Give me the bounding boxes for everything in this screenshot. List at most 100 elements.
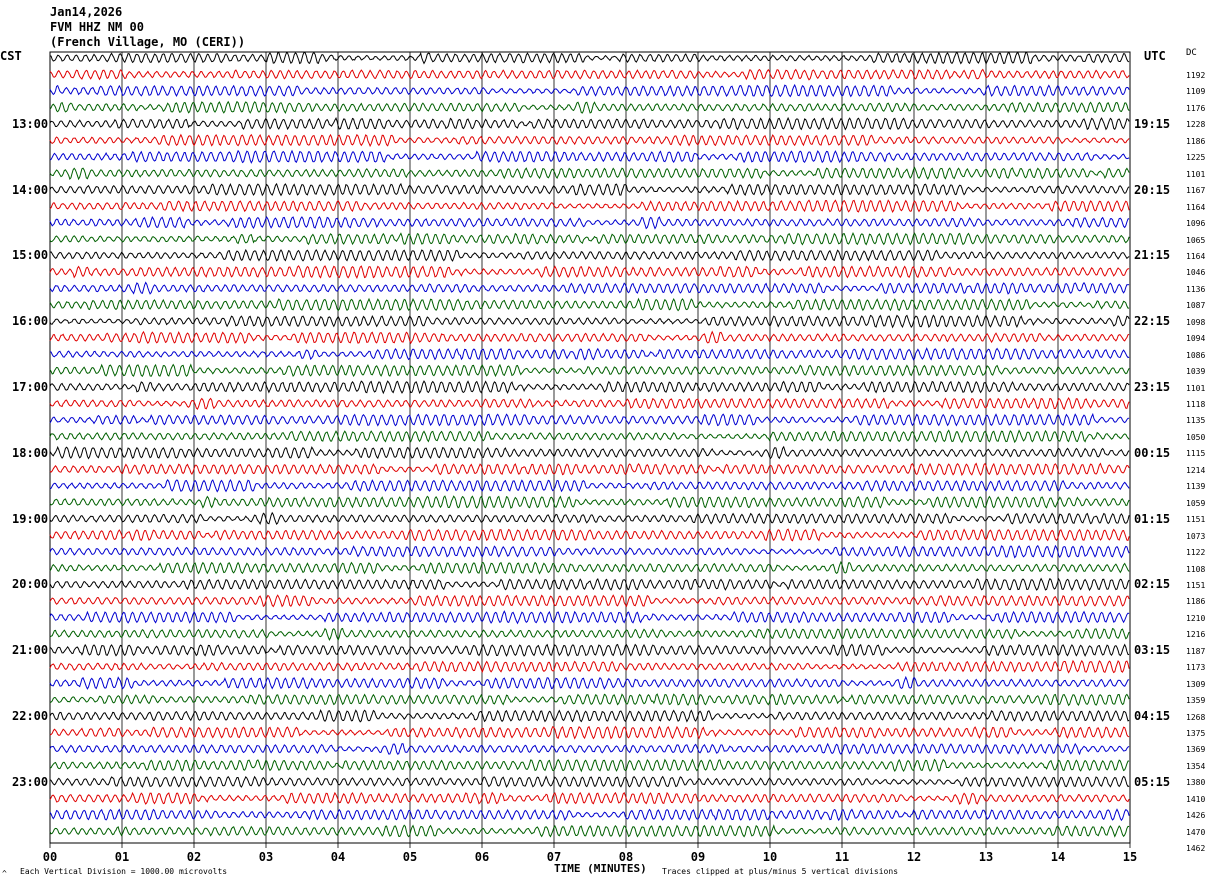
- dc-offset-value: 1167: [1186, 186, 1206, 196]
- dc-offset-value: 1210: [1186, 613, 1206, 623]
- seismic-trace: [49, 51, 1130, 65]
- date-label: Jan14,2026: [50, 5, 123, 19]
- dc-offset-value: 1039: [1186, 367, 1206, 377]
- dc-offset-value: 1359: [1186, 696, 1206, 706]
- seismic-trace: [49, 742, 1130, 756]
- seismic-trace: [49, 281, 1130, 295]
- seismic-trace: [49, 725, 1130, 740]
- seismic-trace: [49, 709, 1130, 723]
- seismic-trace: [49, 659, 1130, 674]
- cst-hour-label: 22:00: [12, 709, 49, 723]
- seismic-trace: [49, 560, 1130, 575]
- cst-hour-label: 15:00: [12, 248, 49, 263]
- dc-offset-value: 1135: [1186, 416, 1206, 426]
- seismic-trace: [49, 643, 1130, 657]
- seismic-trace: [49, 265, 1130, 280]
- dc-offset-value: 1470: [1186, 827, 1206, 837]
- utc-hour-label: 19:15: [1134, 116, 1171, 131]
- x-tick-label: 09: [691, 850, 705, 864]
- x-tick-label: 03: [259, 850, 273, 864]
- seismic-trace: [49, 166, 1130, 181]
- dc-offset-value: 1098: [1186, 317, 1206, 327]
- dc-offset-value: 1228: [1186, 120, 1206, 130]
- utc-hour-label: 01:15: [1134, 511, 1171, 526]
- seismic-trace: [49, 479, 1130, 493]
- utc-hour-label: 04:15: [1134, 709, 1171, 723]
- seismic-trace: [49, 380, 1130, 395]
- dc-offset-value: 1268: [1186, 712, 1206, 722]
- dc-offset-value: 1462: [1186, 844, 1206, 854]
- seismic-trace: [49, 297, 1130, 312]
- dc-offset-value: 1151: [1186, 515, 1206, 525]
- dc-offset-value: 1214: [1186, 465, 1206, 475]
- station-label: FVM HHZ NM 00: [50, 20, 144, 34]
- cst-hour-label: 19:00: [12, 511, 49, 526]
- seismic-trace: [49, 182, 1130, 197]
- dc-offset-value: 1073: [1186, 531, 1206, 541]
- dc-offset-value: 1050: [1186, 432, 1206, 442]
- dc-offset-value: 1192: [1186, 71, 1206, 80]
- seismic-trace: [49, 495, 1130, 509]
- utc-hour-label: 22:15: [1134, 314, 1171, 329]
- dc-offset-value: 1173: [1186, 663, 1206, 673]
- dc-offset-value: 1087: [1186, 301, 1206, 311]
- seismic-trace: [49, 231, 1130, 246]
- seismic-trace: [49, 824, 1130, 838]
- seismic-trace: [49, 528, 1130, 542]
- dc-offset-value: 1101: [1186, 169, 1206, 179]
- x-tick-label: 07: [547, 850, 561, 864]
- x-tick-label: 10: [763, 850, 777, 864]
- dc-offset-value: 1096: [1186, 219, 1206, 229]
- dc-offset-value: 1187: [1186, 646, 1206, 656]
- seismic-trace: [49, 330, 1130, 345]
- cst-hour-label: 16:00: [12, 314, 49, 329]
- dc-offset-value: 1380: [1186, 778, 1206, 788]
- note-marker: ^: [2, 869, 7, 878]
- dc-offset-value: 1151: [1186, 580, 1206, 590]
- seismic-trace: [49, 199, 1130, 213]
- utc-hour-label: 05:15: [1134, 774, 1171, 789]
- dc-offset-value: 1118: [1186, 400, 1206, 409]
- x-tick-label: 06: [475, 850, 489, 864]
- utc-axis-title: UTC: [1144, 49, 1166, 63]
- seismic-trace: [49, 363, 1130, 378]
- dc-offset-value: 1354: [1186, 761, 1206, 771]
- seismic-trace: [49, 511, 1130, 525]
- seismic-trace: [49, 544, 1130, 559]
- scale-note: Each Vertical Division = 1000.00 microvo…: [20, 867, 228, 876]
- seismic-trace: [49, 808, 1130, 822]
- dc-offset-value: 1065: [1186, 235, 1206, 245]
- dc-offset-value: 1164: [1186, 251, 1206, 261]
- seismic-trace: [49, 462, 1130, 477]
- dc-offset-value: 1059: [1186, 498, 1206, 508]
- dc-offset-value: 1369: [1186, 745, 1206, 755]
- location-label: (French Village, MO (CERI)): [50, 35, 246, 49]
- dc-offset-value: 1186: [1186, 597, 1206, 607]
- dc-column-title: DC: [1186, 48, 1197, 58]
- dc-offset-value: 1225: [1186, 153, 1206, 163]
- dc-offset-value: 1410: [1186, 794, 1206, 804]
- seismic-trace: [49, 412, 1130, 427]
- dc-offset-value: 1046: [1186, 268, 1206, 278]
- clip-note: Traces clipped at plus/minus 5 vertical …: [662, 867, 899, 876]
- utc-hour-label: 03:15: [1134, 643, 1171, 658]
- dc-offset-value: 1101: [1186, 383, 1206, 393]
- x-tick-label: 01: [115, 850, 129, 864]
- dc-offset-value: 1139: [1186, 482, 1206, 492]
- seismic-trace: [49, 83, 1130, 98]
- seismic-trace: [49, 133, 1130, 148]
- seismic-trace: [49, 100, 1130, 115]
- seismic-trace: [49, 791, 1130, 806]
- dc-offset-value: 1426: [1186, 811, 1206, 821]
- utc-hour-label: 00:15: [1134, 445, 1171, 460]
- cst-hour-label: 20:00: [12, 577, 49, 592]
- seismic-trace: [49, 429, 1130, 444]
- dc-offset-value: 1122: [1186, 548, 1206, 558]
- dc-offset-value: 1115: [1186, 449, 1206, 459]
- seismic-trace: [49, 347, 1130, 361]
- dc-offset-value: 1094: [1186, 334, 1206, 344]
- seismic-trace: [49, 68, 1130, 81]
- seismic-trace: [49, 775, 1130, 788]
- seismic-trace: [49, 116, 1130, 131]
